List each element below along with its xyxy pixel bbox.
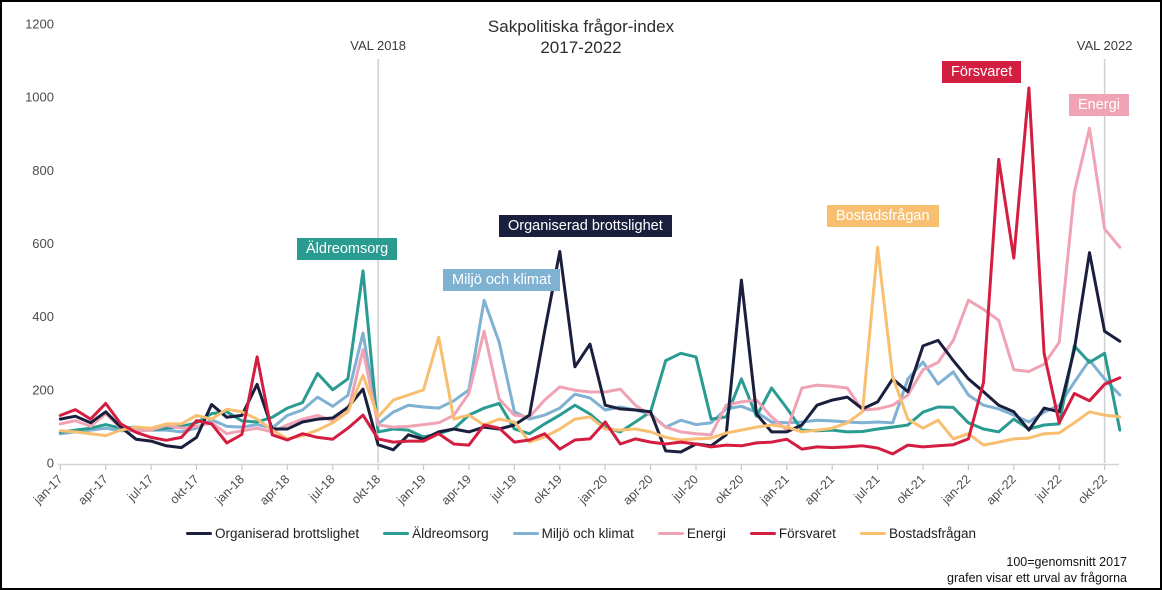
chart-title-block: Sakpolitiska frågor-index 2017-2022 — [2, 16, 1160, 58]
x-axis-tick-label: jan-18 — [212, 472, 247, 507]
event-label-val-2022: VAL 2022 — [1076, 38, 1133, 53]
series-line-miljo-och-klimat — [58, 298, 1122, 436]
x-axis-tick-label: apr-18 — [257, 472, 292, 507]
series-line-organiserad-brottslighet — [58, 250, 1122, 454]
x-axis-tick-label: jan-21 — [757, 472, 792, 507]
y-axis-tick-label: 400 — [32, 309, 54, 324]
legend-item-organiserad-brottslighet: Organiserad brottslighet — [186, 526, 359, 541]
annotation-aldreomsorg: Äldreomsorg — [297, 238, 398, 260]
x-axis-tick-label: okt-22 — [1075, 472, 1109, 506]
x-axis-tick-label: jul-17 — [124, 472, 156, 504]
footnote-line1: 100=genomsnitt 2017 — [1006, 555, 1127, 569]
x-axis-tick-label: apr-22 — [983, 472, 1018, 507]
legend-label: Miljö och klimat — [541, 526, 634, 541]
legend-swatch-icon — [657, 531, 684, 536]
series-line-bostadsfragan — [58, 245, 1122, 447]
legend-item-energi: Energi — [657, 526, 726, 541]
annotation-organiserad-brottslighet: Organiserad brottslighet — [499, 215, 672, 237]
legend-item-bostadsfragan: Bostadsfrågan — [859, 526, 976, 541]
x-axis-tick-label: jul-21 — [850, 472, 882, 504]
annotation-energi: Energi — [1069, 94, 1129, 116]
legend-swatch-icon — [749, 531, 776, 536]
x-axis-tick-label: jul-22 — [1032, 472, 1064, 504]
legend-item-forsvaret: Försvaret — [749, 526, 836, 541]
annotation-forsvaret: Försvaret — [942, 61, 1022, 83]
chart-title-line2: 2017-2022 — [540, 38, 622, 57]
legend-swatch-icon — [186, 531, 212, 536]
x-axis-tick-label: apr-19 — [439, 472, 474, 507]
y-axis-tick-label: 600 — [32, 236, 54, 251]
series-line-forsvaret — [58, 86, 1122, 456]
x-axis-tick-label: okt-21 — [894, 472, 928, 506]
x-axis-tick-label: jan-22 — [938, 472, 973, 507]
chart-legend: Organiserad brottslighet Äldreomsorg Miljö… — [2, 526, 1160, 541]
legend-swatch-icon — [859, 531, 886, 536]
legend-item-aldreomsorg: Äldreomsorg — [383, 526, 489, 541]
x-axis-tick-label: okt-19 — [530, 472, 564, 506]
y-axis-tick-label: 0 — [47, 456, 54, 471]
legend-label: Försvaret — [778, 526, 836, 541]
x-axis-tick-label: okt-18 — [349, 472, 383, 506]
annotation-miljo-och-klimat: Miljö och klimat — [443, 269, 561, 291]
x-axis-tick-label: apr-21 — [802, 472, 837, 507]
x-axis-tick-label: jul-20 — [669, 472, 701, 504]
x-axis-tick-label: okt-17 — [167, 472, 201, 506]
legend-label: Energi — [686, 526, 726, 541]
x-axis-tick-label: okt-20 — [712, 472, 746, 506]
y-axis-tick-label: 200 — [32, 382, 54, 397]
legend-swatch-icon — [383, 531, 410, 536]
x-axis-tick-label: apr-20 — [620, 472, 655, 507]
legend-item-miljo-och-klimat: Miljö och klimat — [512, 526, 634, 541]
legend-label: Äldreomsorg — [412, 526, 489, 541]
y-axis-tick-label: 1000 — [25, 90, 54, 105]
y-axis-tick-label: 800 — [32, 163, 54, 178]
footnote-line2: grafen visar ett urval av frågorna — [947, 571, 1127, 585]
series-line-aldreomsorg — [58, 269, 1122, 439]
x-axis-tick-label: jan-17 — [30, 472, 65, 507]
x-axis-tick-label: jul-19 — [487, 472, 519, 504]
event-label-val-2018: VAL 2018 — [350, 38, 406, 53]
y-axis-tick-label: 1200 — [25, 17, 54, 32]
x-axis-tick-label: jul-18 — [306, 472, 338, 504]
chart-title-line1: Sakpolitiska frågor-index — [487, 17, 675, 36]
annotation-bostadsfragan: Bostadsfrågan — [827, 205, 939, 227]
x-axis-tick-label: jan-19 — [393, 472, 428, 507]
legend-label: Organiserad brottslighet — [215, 526, 360, 541]
x-axis-tick-label: apr-17 — [75, 472, 110, 507]
legend-swatch-icon — [512, 531, 539, 536]
chart-footnote: 100=genomsnitt 2017 grafen visar ett urv… — [947, 554, 1127, 586]
x-axis-tick-label: jan-20 — [575, 472, 610, 507]
legend-label: Bostadsfrågan — [888, 526, 976, 541]
series-line-energi — [58, 126, 1122, 437]
